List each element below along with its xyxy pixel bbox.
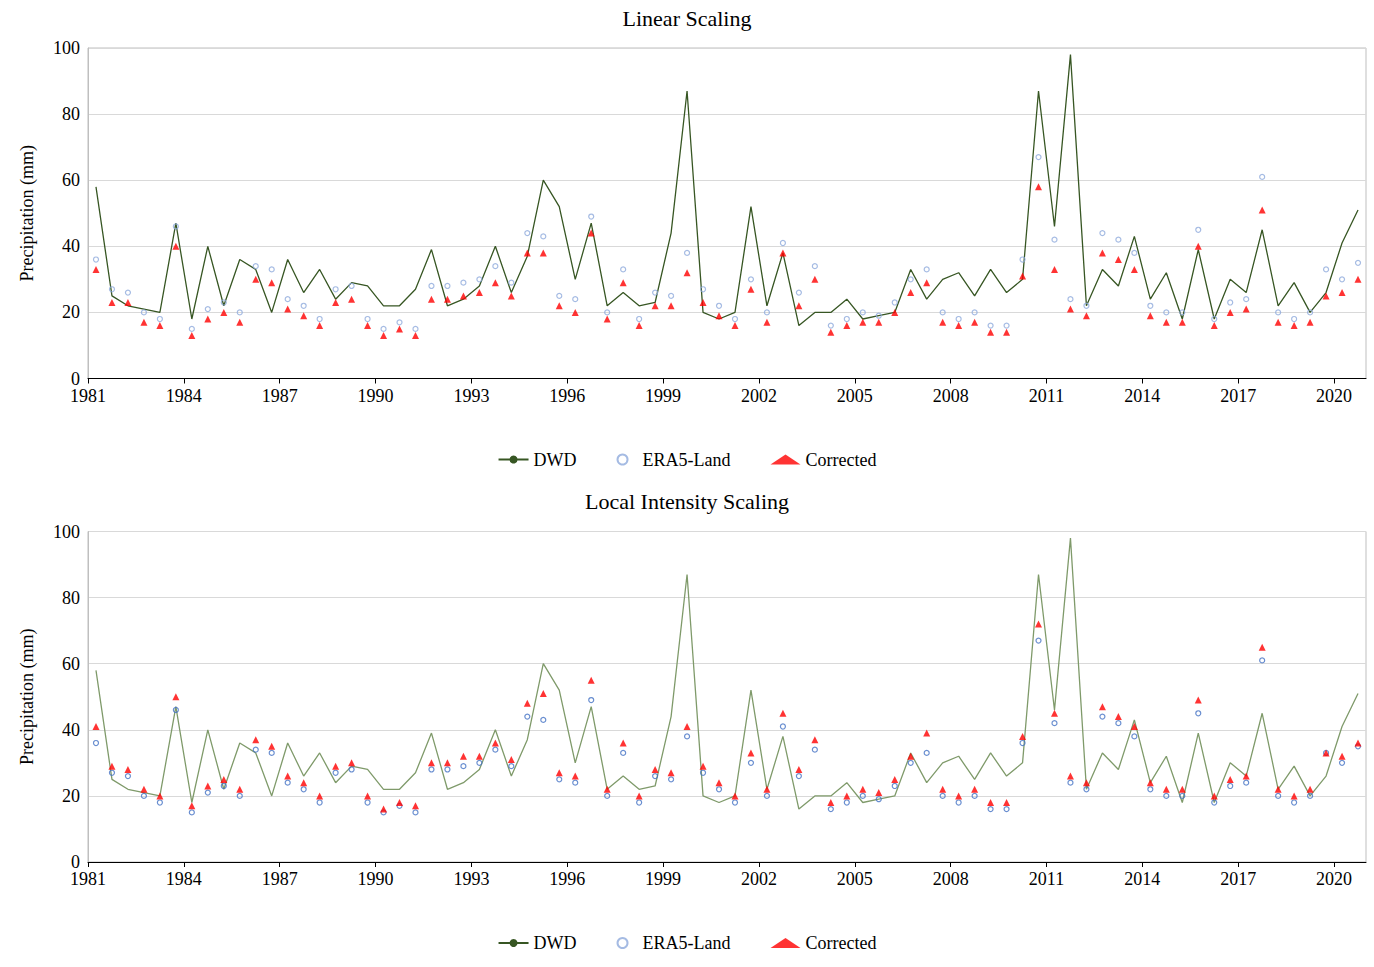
svg-text:1984: 1984	[166, 869, 202, 889]
svg-text:2008: 2008	[933, 869, 969, 889]
svg-text:2020: 2020	[1316, 386, 1352, 406]
svg-text:1987: 1987	[262, 386, 298, 406]
svg-text:80: 80	[62, 588, 80, 608]
svg-text:1996: 1996	[549, 386, 585, 406]
svg-text:1990: 1990	[358, 386, 394, 406]
svg-text:100: 100	[53, 38, 80, 58]
svg-text:2005: 2005	[837, 386, 873, 406]
svg-text:2020: 2020	[1316, 869, 1352, 889]
svg-text:2002: 2002	[741, 869, 777, 889]
svg-text:0: 0	[71, 368, 80, 389]
svg-text:20: 20	[62, 302, 80, 322]
svg-text:2017: 2017	[1220, 869, 1256, 889]
svg-text:100: 100	[53, 522, 80, 542]
svg-text:80: 80	[62, 104, 80, 124]
svg-text:Precipitation (mm): Precipitation (mm)	[17, 145, 38, 281]
svg-text:DWD: DWD	[534, 933, 577, 953]
svg-text:Linear Scaling: Linear Scaling	[623, 6, 752, 31]
svg-text:20: 20	[62, 786, 80, 806]
svg-text:1990: 1990	[358, 869, 394, 889]
svg-text:Local Intensity Scaling: Local Intensity Scaling	[585, 489, 789, 514]
svg-text:2011: 2011	[1029, 386, 1064, 406]
svg-text:2017: 2017	[1220, 386, 1256, 406]
svg-text:1984: 1984	[166, 386, 202, 406]
svg-text:1993: 1993	[453, 869, 489, 889]
svg-text:0: 0	[71, 852, 80, 872]
svg-text:2011: 2011	[1029, 869, 1064, 889]
svg-text:1987: 1987	[262, 869, 298, 889]
svg-text:1996: 1996	[549, 869, 585, 889]
svg-text:ERA5-Land: ERA5-Land	[643, 933, 731, 953]
svg-text:Corrected: Corrected	[806, 450, 877, 470]
svg-text:2005: 2005	[837, 869, 873, 889]
svg-text:Corrected: Corrected	[806, 933, 877, 953]
svg-text:60: 60	[62, 170, 80, 190]
svg-text:Precipitation (mm): Precipitation (mm)	[17, 629, 38, 765]
svg-text:ERA5-Land: ERA5-Land	[643, 450, 731, 470]
svg-text:1981: 1981	[70, 869, 106, 889]
svg-text:2008: 2008	[933, 386, 969, 406]
svg-text:40: 40	[62, 720, 80, 740]
svg-text:1999: 1999	[645, 869, 681, 889]
svg-text:2002: 2002	[741, 386, 777, 406]
svg-text:2014: 2014	[1124, 386, 1160, 406]
svg-text:DWD: DWD	[534, 450, 577, 470]
svg-text:1993: 1993	[453, 386, 489, 406]
svg-text:2014: 2014	[1124, 869, 1160, 889]
svg-text:1981: 1981	[70, 386, 106, 406]
svg-text:1999: 1999	[645, 386, 681, 406]
svg-text:60: 60	[62, 654, 80, 674]
svg-text:40: 40	[62, 236, 80, 256]
